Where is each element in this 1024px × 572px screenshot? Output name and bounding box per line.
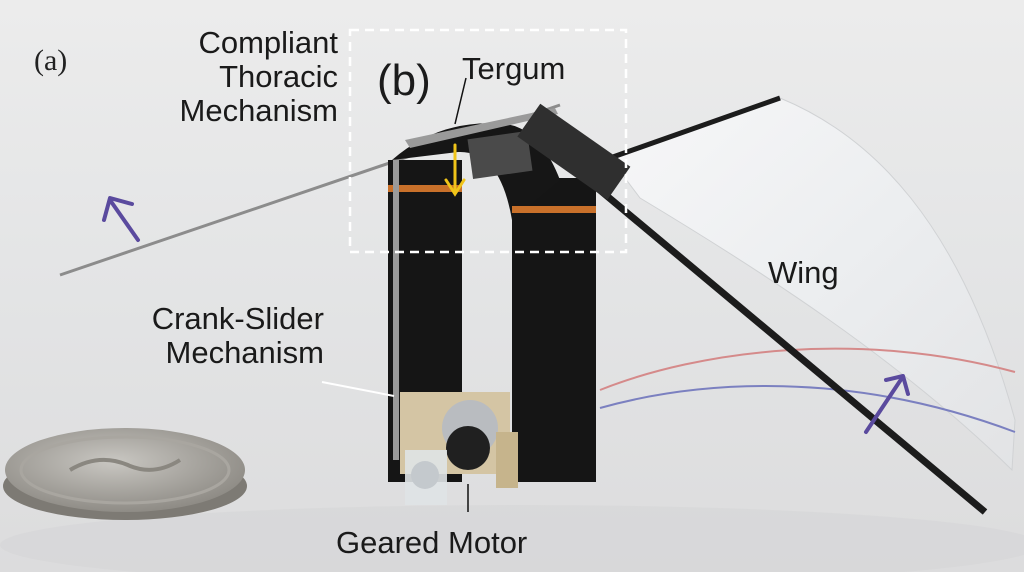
geared-motor-label: Geared Motor	[336, 525, 528, 560]
panel-label-b: (b)	[377, 56, 431, 105]
right-wing-motion-arrow	[864, 374, 910, 434]
blue-wire	[599, 385, 1016, 433]
crank-line-1: Crank-Slider	[151, 301, 324, 336]
compliant-thoracic-label: Compliant Thoracic Mechanism	[180, 26, 339, 128]
compliant-line-3: Mechanism	[179, 93, 339, 128]
wing-leading-edge	[609, 95, 781, 161]
crank-leader-line	[321, 381, 395, 397]
motor-assembly	[400, 392, 518, 505]
compliant-line-2: Thoracic	[219, 59, 338, 94]
detail-region-box	[348, 28, 628, 254]
coin	[3, 428, 247, 520]
crank-slider-label: Crank-Slider Mechanism	[152, 302, 324, 370]
wing-label: Wing	[768, 255, 839, 290]
tergum-leader-line	[454, 77, 467, 125]
compliant-line-1: Compliant	[198, 25, 338, 60]
wing-membrane	[609, 97, 1016, 472]
table-shadow	[0, 505, 1024, 572]
crank-line-2: Mechanism	[165, 335, 325, 370]
tergum-deflection-arrow	[444, 143, 466, 197]
panel-label-a: (a)	[34, 44, 68, 77]
tergum-label: Tergum	[462, 51, 566, 86]
left-wing-motion-arrow	[102, 196, 140, 242]
right-wing-spar	[537, 137, 988, 515]
